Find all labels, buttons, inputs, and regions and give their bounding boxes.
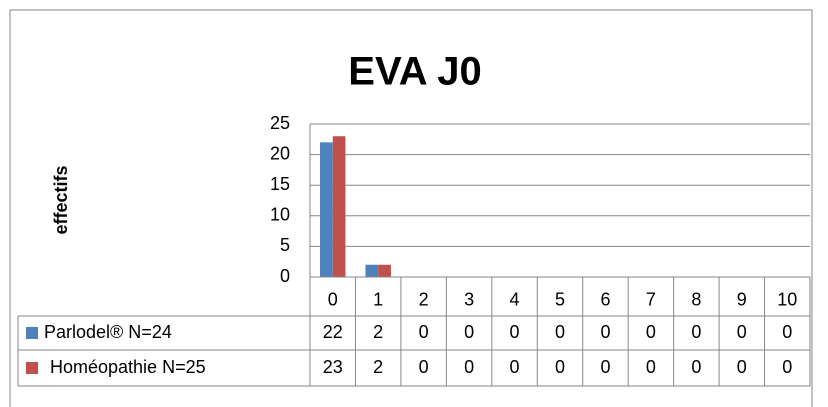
x-tick-label: 3 [464,289,474,309]
table-value: 0 [646,322,656,342]
table-value: 0 [419,357,429,377]
table-value: 2 [373,357,383,377]
bar [378,264,391,277]
x-tick-label: 10 [777,289,797,309]
bar [332,136,346,277]
table-value: 0 [600,322,610,342]
table-value: 22 [323,322,343,342]
x-tick-label: 8 [691,289,701,309]
bar [320,142,333,277]
table-value: 0 [510,322,520,342]
chart-frame [9,9,813,407]
table-value: 0 [737,357,747,377]
table-value: 0 [600,357,610,377]
x-tick-label: 1 [373,289,383,309]
table-value: 0 [691,357,701,377]
table-value: 0 [691,322,701,342]
table-value: 0 [782,322,792,342]
table-value: 0 [555,357,565,377]
y-tick-label: 25 [270,113,290,133]
y-axis-label: effectifs [51,165,71,234]
x-tick-label: 6 [600,289,610,309]
y-tick-label: 20 [270,143,290,163]
x-tick-label: 9 [737,289,747,309]
legend-swatch [26,327,38,339]
table-value: 0 [646,357,656,377]
x-tick-label: 0 [328,289,338,309]
table-value: 23 [323,357,343,377]
table-value: 0 [555,322,565,342]
chart-title: EVA J0 [348,50,481,94]
table-value: 0 [464,357,474,377]
y-tick-label: 0 [280,266,290,286]
x-tick-label: 5 [555,289,565,309]
legend-swatch [26,362,38,374]
bar [365,264,379,277]
table-value: 2 [373,322,383,342]
table-value: 0 [510,357,520,377]
legend-label: Homéopathie N=25 [50,357,206,377]
y-tick-label: 10 [270,205,290,225]
x-tick-label: 2 [419,289,429,309]
table-value: 0 [782,357,792,377]
y-tick-label: 15 [270,174,290,194]
table-value: 0 [464,322,474,342]
y-tick-label: 5 [280,235,290,255]
x-tick-label: 7 [646,289,656,309]
legend-label: Parlodel® N=24 [44,322,172,342]
table-value: 0 [737,322,747,342]
table-value: 0 [419,322,429,342]
x-tick-label: 4 [510,289,520,309]
